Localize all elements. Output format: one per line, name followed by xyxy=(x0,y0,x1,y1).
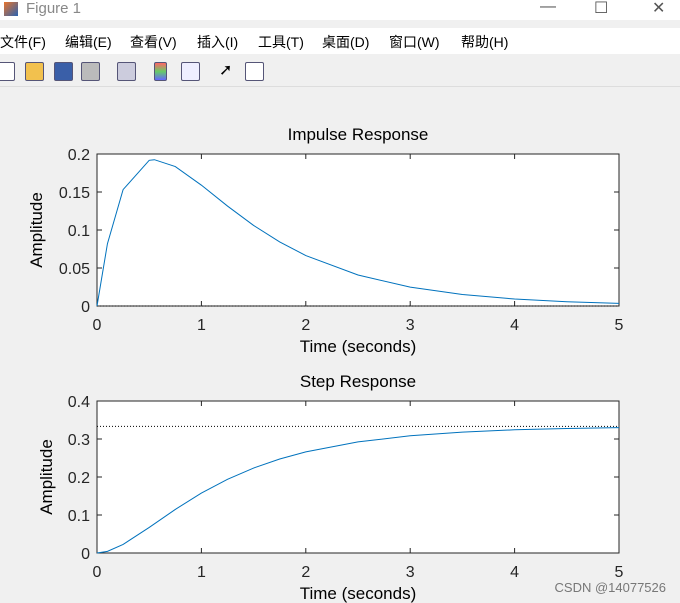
y-tick-label: 0.15 xyxy=(59,185,90,202)
x-tick-label: 5 xyxy=(615,317,624,334)
y-tick-label: 0.3 xyxy=(68,432,90,449)
y-axis-label: Amplitude xyxy=(27,192,46,268)
x-tick-label: 0 xyxy=(93,564,102,581)
x-tick-label: 0 xyxy=(93,317,102,334)
data-line xyxy=(96,159,620,307)
colorbar-button[interactable] xyxy=(154,62,167,81)
x-tick-label: 3 xyxy=(406,564,415,581)
minimize-button[interactable]: — xyxy=(540,0,556,15)
x-tick-label: 1 xyxy=(197,564,206,581)
x-tick-label: 4 xyxy=(510,317,519,334)
menu-item[interactable]: 工具(T) xyxy=(258,34,304,50)
x-tick-label: 3 xyxy=(406,317,415,334)
legend-button[interactable] xyxy=(181,62,200,81)
x-tick-label: 2 xyxy=(301,317,310,334)
app-icon xyxy=(4,2,18,16)
property-button[interactable] xyxy=(245,62,264,81)
x-tick-label: 2 xyxy=(301,564,310,581)
y-tick-label: 0.1 xyxy=(68,223,90,240)
x-axis-label: Time (seconds) xyxy=(300,584,417,603)
menu-bar: 文件(F) 编辑(E) 查看(V) 插入(I) 工具(T) 桌面(D) 窗口(W) 帮助(H) xyxy=(0,28,680,54)
y-tick-label: 0.2 xyxy=(68,147,90,164)
title-bar: Figure 1 — ☐ ✕ xyxy=(0,0,680,20)
y-tick-label: 0.05 xyxy=(59,261,90,278)
open-button[interactable] xyxy=(25,62,44,81)
menu-item[interactable]: 帮助(H) xyxy=(461,34,509,50)
menu-item[interactable]: 插入(I) xyxy=(197,34,239,50)
pointer-button[interactable]: ➚ xyxy=(219,62,233,79)
print-button[interactable] xyxy=(81,62,100,81)
menu-item[interactable]: 编辑(E) xyxy=(65,34,112,50)
y-tick-label: 0 xyxy=(81,546,90,563)
menu-item[interactable]: 查看(V) xyxy=(130,34,177,50)
menu-item[interactable]: 文件(F) xyxy=(0,34,46,50)
chart-title: Impulse Response xyxy=(288,125,429,144)
x-tick-label: 5 xyxy=(615,564,624,581)
close-button[interactable]: ✕ xyxy=(652,0,666,17)
x-axis-label: Time (seconds) xyxy=(300,337,417,356)
axes-box xyxy=(96,153,620,307)
data-line xyxy=(96,427,620,554)
link-button[interactable] xyxy=(117,62,136,81)
x-tick-label: 1 xyxy=(197,317,206,334)
toolbar: ➚ xyxy=(0,58,680,87)
y-tick-label: 0.1 xyxy=(68,508,90,525)
y-tick-label: 0.2 xyxy=(68,470,90,487)
x-tick-label: 4 xyxy=(510,564,519,581)
window-title: Figure 1 xyxy=(26,0,82,17)
y-tick-label: 0 xyxy=(81,299,90,316)
menu-item[interactable]: 窗口(W) xyxy=(389,34,440,50)
new-button[interactable] xyxy=(0,62,15,81)
menu-item[interactable]: 桌面(D) xyxy=(322,34,370,50)
y-axis-label: Amplitude xyxy=(37,439,56,515)
save-button[interactable] xyxy=(54,62,73,81)
watermark: CSDN @14077526 xyxy=(554,580,666,595)
maximize-button[interactable]: ☐ xyxy=(594,0,609,17)
y-tick-label: 0.4 xyxy=(68,394,90,411)
axes-box xyxy=(96,400,620,554)
chart-title: Step Response xyxy=(300,372,416,391)
